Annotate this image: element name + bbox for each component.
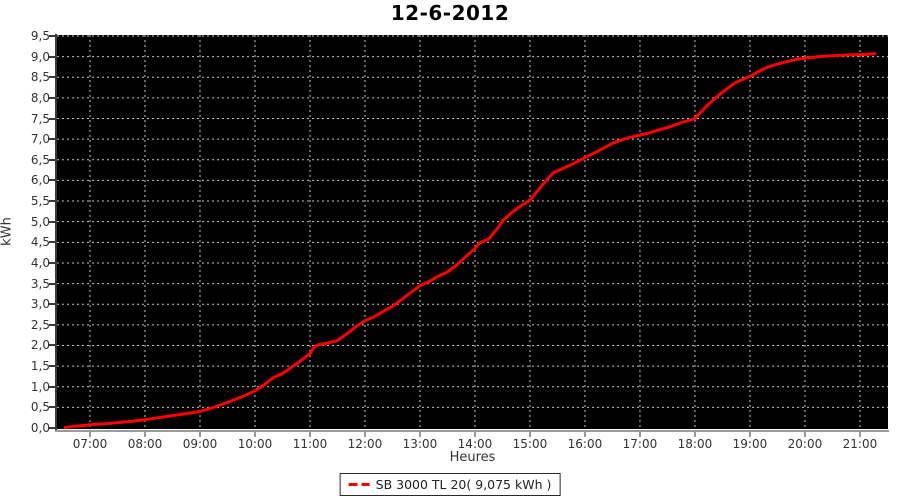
x-tick (473, 432, 476, 437)
y-tick-label: 8,0 (30, 90, 50, 105)
x-tick-label: 15:00 (512, 437, 548, 451)
y-tick (49, 365, 55, 368)
y-tick (49, 261, 55, 264)
x-tick (308, 432, 311, 437)
x-tick (253, 432, 256, 437)
y-tick-label: 2,5 (30, 317, 50, 332)
y-tick-label: 5,0 (30, 214, 50, 229)
y-tick (49, 344, 55, 347)
y-axis-line (55, 34, 57, 430)
x-tick (88, 432, 91, 437)
x-tick-label: 12:00 (347, 437, 383, 451)
y-tick (49, 96, 55, 99)
x-tick (528, 432, 531, 437)
x-tick-label: 17:00 (622, 437, 658, 451)
x-tick (803, 432, 806, 437)
y-tick-label: 7,0 (30, 132, 50, 147)
y-tick (49, 138, 55, 141)
y-tick-label: 1,0 (30, 379, 50, 394)
x-tick-label: 20:00 (787, 437, 823, 451)
legend-line-marker-icon (348, 483, 370, 486)
y-tick-label: 5,5 (30, 194, 50, 209)
y-tick-label: 0,5 (30, 400, 50, 415)
x-tick-label: 09:00 (182, 437, 218, 451)
chart-title: 12-6-2012 (390, 1, 510, 25)
y-tick (49, 427, 55, 429)
y-tick (49, 303, 55, 306)
x-axis-title: Heures (449, 450, 496, 465)
y-tick-label: 4,5 (30, 235, 50, 250)
y-tick (49, 76, 55, 79)
y-tick (49, 220, 55, 223)
y-tick (49, 385, 55, 388)
y-tick-label: 8,5 (30, 70, 50, 85)
y-tick-label: 3,5 (30, 276, 50, 291)
y-tick (49, 406, 55, 409)
x-tick (198, 432, 201, 437)
y-tick-label: 9,0 (30, 49, 50, 64)
x-tick-label: 07:00 (72, 437, 108, 451)
x-tick-label: 19:00 (732, 437, 768, 451)
y-tick (49, 55, 55, 58)
x-tick-label: 16:00 (567, 437, 603, 451)
y-axis-title: kWh (0, 217, 15, 246)
y-tick-label: 0,0 (30, 421, 50, 435)
x-axis-line (55, 430, 889, 432)
y-tick (49, 117, 55, 120)
x-tick (583, 432, 586, 437)
legend-label: SB 3000 TL 20( 9,075 kWh ) (375, 477, 552, 492)
y-tick (49, 179, 55, 182)
x-tick (363, 432, 366, 437)
x-tick (638, 432, 641, 437)
x-tick-label: 14:00 (457, 437, 493, 451)
y-tick-label: 3,0 (30, 297, 50, 312)
x-tick (858, 432, 861, 437)
x-tick-label: 21:00 (842, 437, 878, 451)
y-tick (49, 35, 55, 37)
y-tick-label: 6,0 (30, 173, 50, 188)
x-tick-label: 10:00 (237, 437, 273, 451)
y-tick (49, 323, 55, 326)
y-tick (49, 241, 55, 244)
y-tick (49, 158, 55, 161)
x-tick-label: 08:00 (127, 437, 163, 451)
y-tick-label: 1,5 (30, 359, 50, 374)
data-series-line (63, 52, 877, 429)
y-tick-label: 9,5 (30, 29, 50, 43)
y-tick-label: 7,5 (30, 111, 50, 126)
x-tick-label: 18:00 (677, 437, 713, 451)
y-tick-label: 6,5 (30, 152, 50, 167)
y-tick (49, 282, 55, 285)
plot-area (57, 35, 888, 429)
y-tick-label: 2,0 (30, 338, 50, 353)
legend: SB 3000 TL 20( 9,075 kWh ) (339, 473, 561, 496)
y-tick-label: 4,0 (30, 255, 50, 270)
x-tick-label: 13:00 (402, 437, 438, 451)
x-tick (418, 432, 421, 437)
line-chart-svg (57, 35, 888, 429)
x-tick (143, 432, 146, 437)
x-tick (693, 432, 696, 437)
y-tick (49, 200, 55, 203)
x-tick (748, 432, 751, 437)
x-tick-label: 11:00 (292, 437, 328, 451)
